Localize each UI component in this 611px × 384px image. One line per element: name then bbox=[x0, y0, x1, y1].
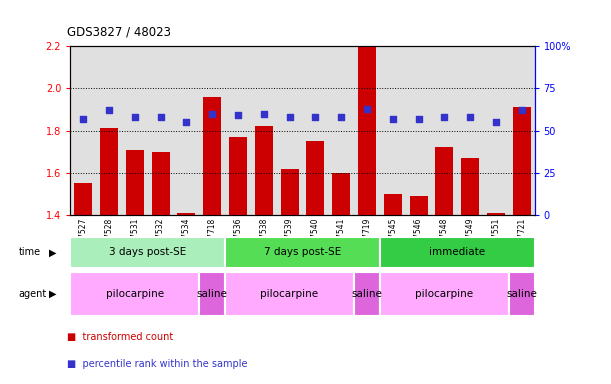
Point bbox=[78, 116, 88, 122]
Text: GDS3827 / 48023: GDS3827 / 48023 bbox=[67, 25, 171, 38]
Text: pilocarpine: pilocarpine bbox=[260, 289, 318, 299]
Point bbox=[104, 107, 114, 113]
Text: time: time bbox=[18, 247, 40, 258]
Text: agent: agent bbox=[18, 289, 46, 299]
Bar bbox=[229, 137, 247, 215]
Bar bbox=[277, 46, 302, 215]
Bar bbox=[203, 97, 221, 215]
Point bbox=[130, 114, 140, 120]
Text: immediate: immediate bbox=[429, 247, 485, 258]
Bar bbox=[225, 237, 380, 268]
Bar bbox=[509, 271, 535, 316]
Text: pilocarpine: pilocarpine bbox=[415, 289, 474, 299]
Text: ▶: ▶ bbox=[49, 247, 56, 258]
Bar bbox=[483, 46, 509, 215]
Bar bbox=[70, 237, 225, 268]
Text: saline: saline bbox=[507, 289, 537, 299]
Bar bbox=[306, 141, 324, 215]
Bar bbox=[174, 46, 199, 215]
Bar bbox=[199, 271, 225, 316]
Bar bbox=[431, 46, 457, 215]
Bar bbox=[199, 46, 225, 215]
Bar bbox=[435, 147, 453, 215]
Point bbox=[414, 116, 423, 122]
Text: saline: saline bbox=[197, 289, 227, 299]
Text: 7 days post-SE: 7 days post-SE bbox=[264, 247, 341, 258]
Bar bbox=[302, 46, 328, 215]
Bar bbox=[126, 149, 144, 215]
Point bbox=[362, 106, 372, 112]
Point bbox=[491, 119, 501, 125]
Text: ■  percentile rank within the sample: ■ percentile rank within the sample bbox=[67, 359, 247, 369]
Bar bbox=[74, 184, 92, 215]
Bar bbox=[457, 46, 483, 215]
Point bbox=[310, 114, 320, 120]
Text: pilocarpine: pilocarpine bbox=[106, 289, 164, 299]
Bar bbox=[380, 237, 535, 268]
Text: ■  transformed count: ■ transformed count bbox=[67, 332, 174, 342]
Bar bbox=[513, 108, 531, 215]
Text: 3 days post-SE: 3 days post-SE bbox=[109, 247, 186, 258]
Bar bbox=[122, 46, 148, 215]
Bar bbox=[509, 46, 535, 215]
Point bbox=[156, 114, 166, 120]
Bar bbox=[328, 46, 354, 215]
Bar bbox=[177, 213, 196, 215]
Bar bbox=[100, 128, 118, 215]
Bar bbox=[70, 46, 96, 215]
Point bbox=[181, 119, 191, 125]
Point bbox=[388, 116, 398, 122]
Bar bbox=[225, 46, 251, 215]
Bar bbox=[251, 46, 277, 215]
Bar bbox=[461, 158, 479, 215]
Bar bbox=[487, 213, 505, 215]
Bar bbox=[255, 126, 273, 215]
Point bbox=[439, 114, 449, 120]
Bar bbox=[96, 46, 122, 215]
Bar bbox=[354, 271, 380, 316]
Bar bbox=[380, 46, 406, 215]
Point bbox=[465, 114, 475, 120]
Point bbox=[285, 114, 295, 120]
Bar bbox=[406, 46, 431, 215]
Bar bbox=[384, 194, 402, 215]
Point bbox=[336, 114, 346, 120]
Bar bbox=[409, 196, 428, 215]
Bar bbox=[354, 46, 380, 215]
Text: ▶: ▶ bbox=[49, 289, 56, 299]
Bar bbox=[380, 271, 509, 316]
Bar bbox=[70, 271, 199, 316]
Bar bbox=[358, 46, 376, 215]
Bar bbox=[280, 169, 299, 215]
Text: saline: saline bbox=[351, 289, 382, 299]
Point bbox=[207, 111, 217, 117]
Bar bbox=[332, 173, 350, 215]
Point bbox=[233, 112, 243, 118]
Bar bbox=[152, 152, 170, 215]
Point bbox=[517, 107, 527, 113]
Point bbox=[259, 111, 269, 117]
Bar bbox=[148, 46, 174, 215]
Bar bbox=[225, 271, 354, 316]
